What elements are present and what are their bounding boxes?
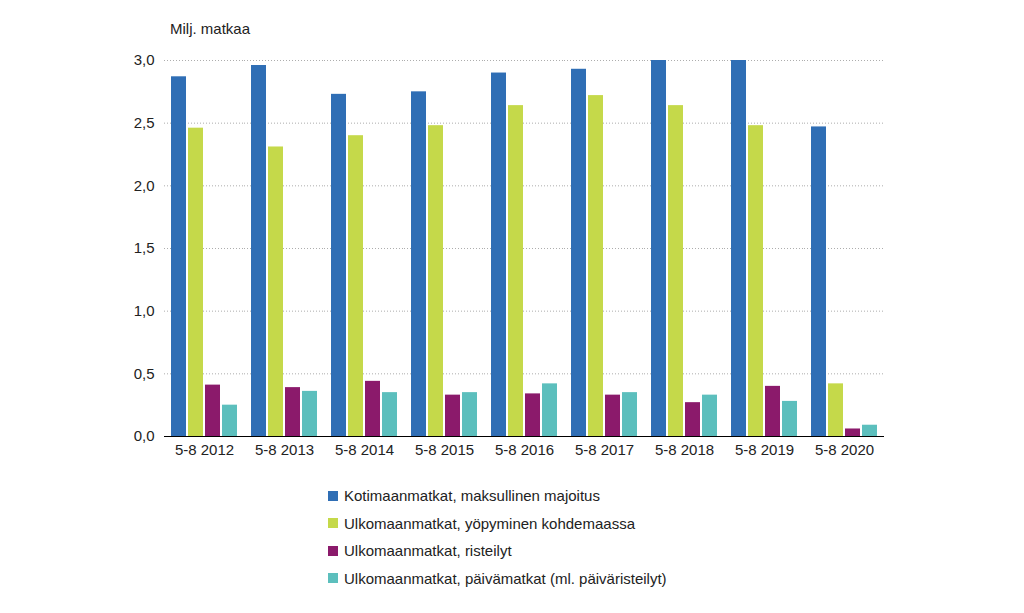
html-text:Ulkomaanmatkat, päivämatkat (m: Ulkomaanmatkat, päivämatkat (ml. päiväri… <box>344 569 667 587</box>
svg-text:3,0: 3,0 <box>134 51 155 68</box>
svg-text:1,0: 1,0 <box>134 302 155 319</box>
svg-text:1,5: 1,5 <box>134 239 155 256</box>
svg-text:0,5: 0,5 <box>134 365 155 382</box>
html-text:Milj. matkaa: Milj. matkaa <box>170 20 250 37</box>
svg-text:5-8 2014: 5-8 2014 <box>335 441 394 458</box>
svg-text:5-8 2017: 5-8 2017 <box>575 441 634 458</box>
svg-text:0,0: 0,0 <box>134 427 155 444</box>
svg-text:5-8 2020: 5-8 2020 <box>815 441 874 458</box>
svg-text:5-8 2013: 5-8 2013 <box>255 441 314 458</box>
svg-text:5-8 2019: 5-8 2019 <box>735 441 794 458</box>
html-text:Kotimaanmatkat, maksullinen ma: Kotimaanmatkat, maksullinen majoitus <box>344 487 600 505</box>
svg-text:5-8 2015: 5-8 2015 <box>415 441 474 458</box>
svg-text:2,0: 2,0 <box>134 177 155 194</box>
html-text:Ulkomaanmatkat, yöpyminen kohd: Ulkomaanmatkat, yöpyminen kohdemaassa <box>344 514 635 532</box>
svg-text:5-8 2012: 5-8 2012 <box>175 441 234 458</box>
svg-text:2,5: 2,5 <box>134 114 155 131</box>
svg-text:5-8 2016: 5-8 2016 <box>495 441 554 458</box>
svg-text:5-8 2018: 5-8 2018 <box>655 441 714 458</box>
html-text:Ulkomaanmatkat, risteilyt: Ulkomaanmatkat, risteilyt <box>344 542 512 560</box>
